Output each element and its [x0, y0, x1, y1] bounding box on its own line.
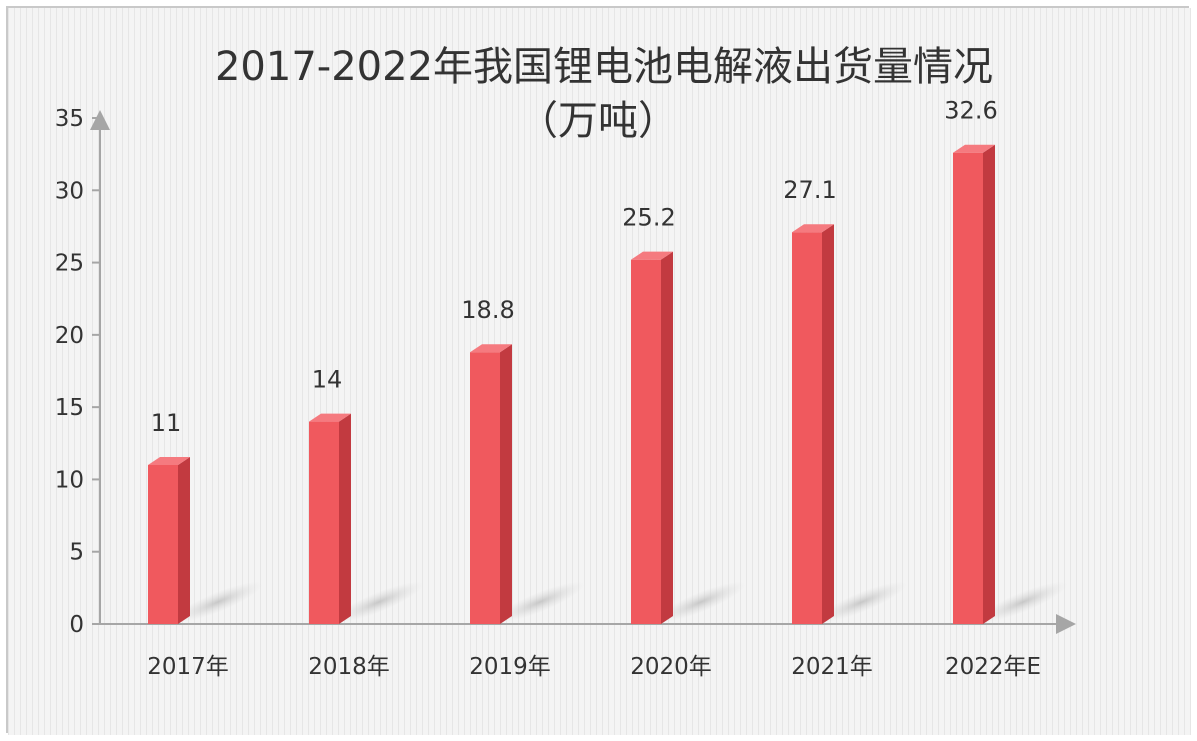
bar-shadow	[334, 581, 424, 623]
y-tick-label: 30	[55, 178, 84, 204]
x-tick-label: 2020年	[630, 654, 712, 680]
bar-top	[470, 344, 512, 353]
data-label: 27.1	[783, 176, 836, 204]
bar-side	[661, 251, 673, 624]
chart-subtitle: （万吨）	[518, 98, 678, 144]
bar-front	[309, 421, 339, 624]
bar	[148, 456, 190, 624]
y-axis-ticks: 0 5 10 15 20 25 30 35	[55, 106, 100, 638]
bar	[953, 144, 995, 624]
data-label: 11	[151, 409, 182, 437]
bar-front	[792, 232, 822, 624]
chart-title: 2017-2022年我国锂电池电解液出货量情况	[215, 44, 993, 90]
bar-series	[148, 144, 995, 624]
bar-front	[470, 352, 500, 624]
bar	[631, 251, 673, 624]
bar	[470, 344, 512, 624]
bar	[792, 224, 834, 624]
x-tick-label: 2022年E	[945, 654, 1041, 680]
bar-top	[148, 456, 190, 465]
bar-side	[178, 456, 190, 624]
y-tick-label: 5	[69, 540, 84, 566]
data-label: 14	[312, 366, 343, 394]
chart-canvas: 2017-2022年我国锂电池电解液出货量情况 （万吨） 0 5 10 15 20 25 3…	[8, 8, 1191, 735]
x-tick-label: 2017年	[147, 654, 229, 680]
data-label: 25.2	[622, 204, 675, 232]
chart-title-group: 2017-2022年我国锂电池电解液出货量情况 （万吨）	[215, 44, 993, 144]
bar-shadow	[656, 581, 746, 623]
bar-side	[983, 144, 995, 624]
y-tick-label: 20	[55, 323, 84, 349]
bar-shadow	[817, 581, 907, 623]
y-tick-label: 35	[55, 106, 84, 132]
y-tick-label: 25	[55, 251, 84, 277]
bar-top	[792, 224, 834, 233]
chart-frame: 2017-2022年我国锂电池电解液出货量情况 （万吨） 0 5 10 15 20 25 3…	[6, 6, 1191, 735]
x-axis-labels: 2017年 2018年 2019年 2020年 2021年 2022年E	[147, 654, 1041, 680]
x-tick-label: 2019年	[469, 654, 551, 680]
bar-side	[339, 413, 351, 624]
y-tick-label: 0	[69, 612, 84, 638]
bar-front	[631, 259, 661, 624]
x-tick-label: 2021年	[791, 654, 873, 680]
bar-shadow	[173, 581, 263, 623]
bar-side	[822, 224, 834, 624]
bar-top	[631, 251, 673, 260]
data-label: 32.6	[944, 97, 997, 125]
y-tick-label: 15	[55, 395, 84, 421]
bar-shadow	[978, 581, 1068, 623]
bar-shadows	[173, 581, 1068, 623]
chart-axes	[90, 110, 1076, 634]
y-tick-label: 10	[55, 467, 84, 493]
bar-top	[309, 413, 351, 422]
data-label: 18.8	[461, 296, 514, 324]
bar-top	[953, 144, 995, 153]
x-tick-label: 2018年	[308, 654, 390, 680]
bar-side	[500, 344, 512, 624]
bar-front	[148, 464, 178, 624]
bar-front	[953, 152, 983, 624]
data-labels: 11 14 18.8 25.2 27.1 32.6	[151, 97, 998, 437]
bar	[309, 413, 351, 624]
bar-shadow	[495, 581, 585, 623]
